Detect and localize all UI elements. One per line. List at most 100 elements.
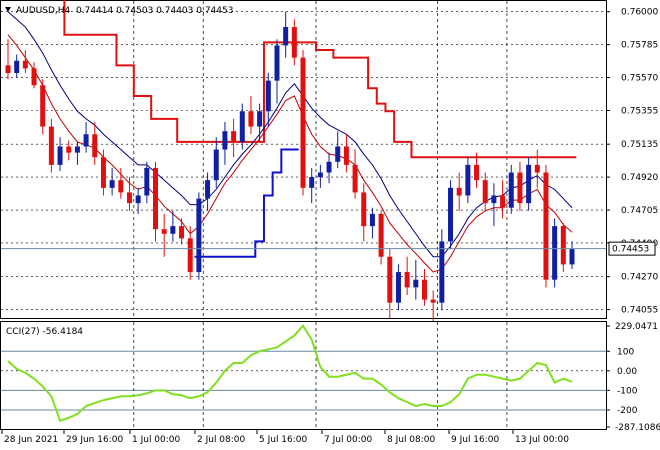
candle xyxy=(387,249,393,318)
candle-body xyxy=(5,65,11,73)
candle xyxy=(317,164,323,188)
candle xyxy=(491,183,497,227)
cci-tick-label: 0.00 xyxy=(617,367,637,377)
candle-body xyxy=(74,146,80,153)
price-axis: 0.76000 0.75785 0.75570 0.75355 0.75135 0.749… xyxy=(606,8,658,316)
candle xyxy=(534,149,540,188)
candle xyxy=(205,172,211,211)
candle xyxy=(517,161,523,211)
candle xyxy=(135,187,141,214)
candle xyxy=(430,290,436,326)
candle-body xyxy=(100,157,106,188)
candle xyxy=(66,140,72,161)
candle xyxy=(543,164,549,288)
header-ohlc: 0.74414 0.74503 0.74403 0.74453 xyxy=(76,6,233,16)
candle-body xyxy=(170,226,176,234)
candle xyxy=(448,180,454,250)
candle xyxy=(300,50,306,196)
price-tick-label: 0.74705 xyxy=(621,206,658,216)
candle-body xyxy=(57,146,63,165)
candle-body xyxy=(126,192,132,204)
candle-body xyxy=(257,111,263,127)
candles xyxy=(5,11,575,326)
candle-body xyxy=(291,27,297,58)
candle xyxy=(109,167,115,196)
candle-body xyxy=(83,134,89,147)
candle xyxy=(213,137,219,188)
candle xyxy=(257,103,263,142)
candle xyxy=(369,207,375,239)
candle xyxy=(474,152,480,188)
candle-body xyxy=(317,172,323,178)
candle-body xyxy=(231,131,237,142)
candle xyxy=(100,149,106,196)
candle xyxy=(552,218,558,288)
candle-body xyxy=(283,27,289,46)
current-price-value: 0.74453 xyxy=(612,245,649,255)
candle-body xyxy=(508,172,514,208)
candle-body xyxy=(569,249,575,265)
candle-body xyxy=(153,167,159,230)
candle xyxy=(161,213,167,257)
candle-body xyxy=(222,131,228,150)
candle xyxy=(40,79,46,135)
candle xyxy=(378,210,384,265)
candle-body xyxy=(187,238,193,273)
candle-body xyxy=(66,146,72,153)
cci-panel-frame xyxy=(0,321,607,430)
candle xyxy=(413,259,419,300)
collapse-triangle-icon[interactable] xyxy=(5,7,11,12)
candle-body xyxy=(265,80,271,112)
candle xyxy=(144,161,150,204)
cci-tick-label: -200 xyxy=(617,406,638,416)
cci-line xyxy=(7,324,573,422)
candle-body xyxy=(335,146,341,162)
candle-body xyxy=(421,279,427,300)
candle-body xyxy=(395,272,401,303)
candle-body xyxy=(48,126,54,165)
current-price-label: 0.74453 xyxy=(608,241,656,256)
candle-body xyxy=(161,229,167,234)
time-axis: 28 Jun 2021 29 Jun 16:00 1 Jul 00:00 2 Jul … xyxy=(1,430,569,445)
candle xyxy=(187,226,193,280)
candle-body xyxy=(543,172,549,280)
candle-body xyxy=(369,213,375,227)
candle-body xyxy=(343,146,349,165)
price-tick-label: 0.76000 xyxy=(621,8,658,18)
candle xyxy=(352,149,358,199)
price-tick-label: 0.75135 xyxy=(621,140,658,150)
candle-body xyxy=(135,195,141,204)
cci-label: CCI(27) -56.4184 xyxy=(6,327,83,337)
candle xyxy=(231,118,237,158)
cci-tick-label: -287.1086 xyxy=(615,423,660,433)
moving-averages xyxy=(7,11,573,273)
candle xyxy=(126,177,132,211)
time-tick-label: 29 Jun 16:00 xyxy=(66,435,123,445)
cci-levels xyxy=(1,350,606,411)
time-tick-label: 28 Jun 2021 xyxy=(4,435,58,445)
time-tick-label: 7 Jul 00:00 xyxy=(324,435,373,445)
candle xyxy=(153,161,159,242)
cci-tick-label: 229.0471 xyxy=(615,322,658,332)
time-tick-label: 1 Jul 00:00 xyxy=(132,435,181,445)
candle-body xyxy=(118,180,124,193)
candle-body xyxy=(491,195,497,204)
candle-body xyxy=(482,180,488,204)
candle xyxy=(482,172,488,211)
candle xyxy=(5,39,11,80)
cci-axis: 229.0471 100 0.00 -100 -200 -287.1086 xyxy=(606,322,660,433)
candle xyxy=(465,157,471,204)
candle-body xyxy=(439,241,445,303)
candle xyxy=(283,11,289,58)
candle xyxy=(361,183,367,242)
price-tick-label: 0.75355 xyxy=(621,106,658,116)
candle-body xyxy=(500,195,506,208)
time-tick-label: 2 Jul 08:00 xyxy=(197,435,246,445)
candle-body xyxy=(196,198,202,273)
candle-body xyxy=(31,68,37,86)
candle xyxy=(170,210,176,242)
cci-tick-label: -100 xyxy=(617,386,638,396)
candle-body xyxy=(179,226,185,239)
lower-band-line xyxy=(194,148,299,258)
